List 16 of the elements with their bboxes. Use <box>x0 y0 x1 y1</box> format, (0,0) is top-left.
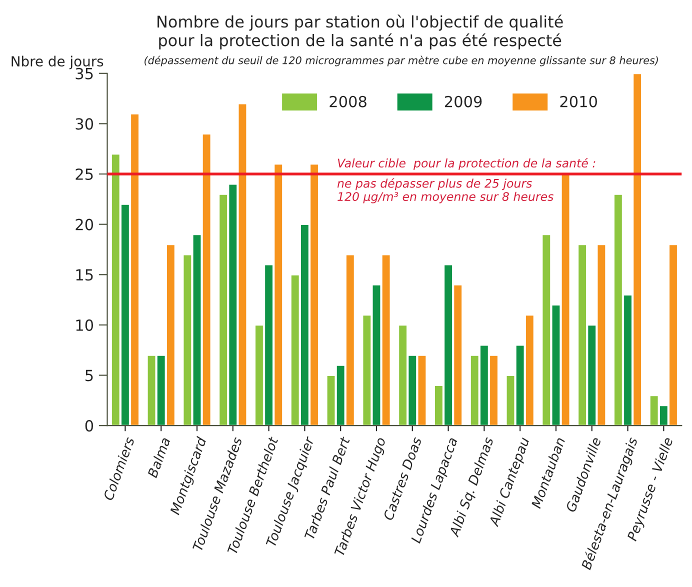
legend-label: 2008 <box>330 96 366 108</box>
y-tick-label: 20 <box>76 218 94 230</box>
y-tick-label: 5 <box>86 370 93 382</box>
y-tick-label: 25 <box>76 168 93 180</box>
chart-subtitle: (dépassement du seuil de 120 microgrammes par mètre cube en moyenne glissante sur 8 heures) <box>144 56 658 66</box>
x-tick-label: Balma <box>146 436 170 478</box>
y-tick-label: 0 <box>85 420 94 432</box>
legend-label: 2010 <box>560 96 597 108</box>
y-tick-label: 35 <box>76 68 93 80</box>
legend-label: 2009 <box>444 96 482 108</box>
y-tick-label: 10 <box>76 319 94 331</box>
chart-title: Nombre de jours par station où l'objectif de qualité pour la protection de la santé n'a pas été respecté <box>158 14 563 50</box>
y-tick-label: 30 <box>76 118 94 130</box>
y-axis-title: Nbre de jours <box>12 56 104 70</box>
y-tick-label: 15 <box>76 269 93 281</box>
ref-line-label: Valeur cible pour la protection de la santé : ne pas dépasser plus de 25 jours 120 µg/m³ en moyenne sur 8 heures <box>337 158 596 204</box>
